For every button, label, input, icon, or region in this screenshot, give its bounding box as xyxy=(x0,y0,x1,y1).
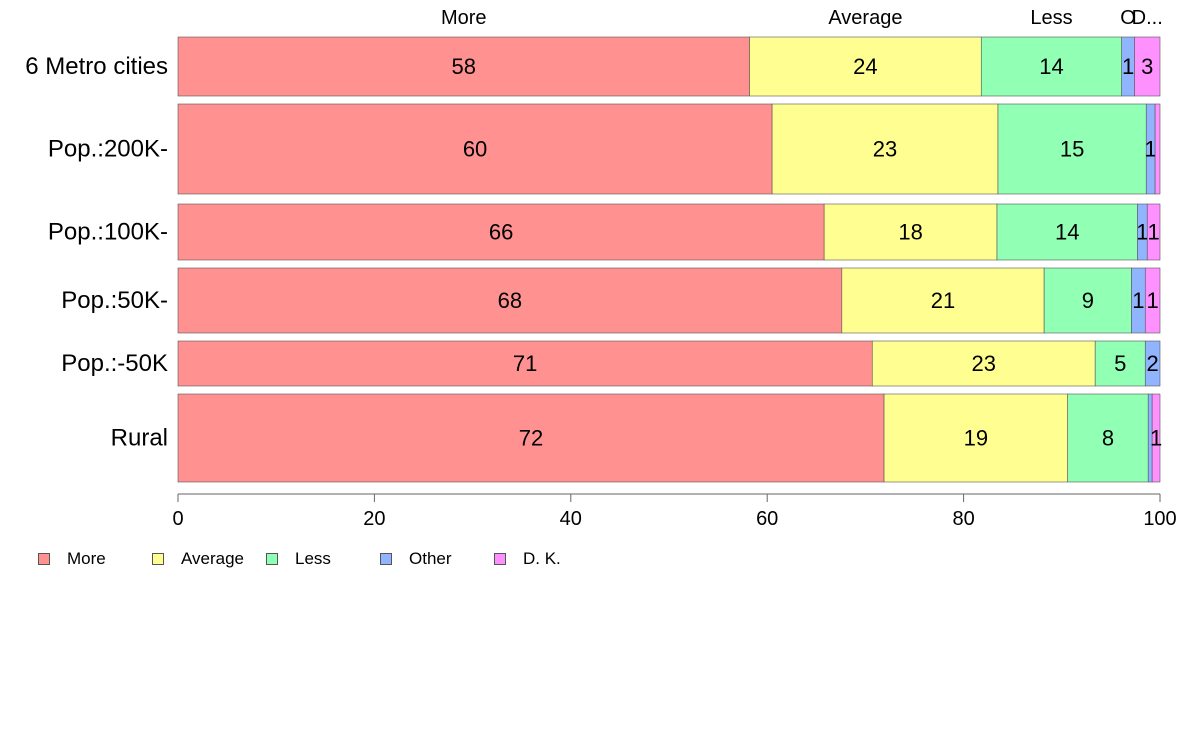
bar-segment-less xyxy=(1094,340,1146,387)
data-label: 2 xyxy=(1147,351,1159,376)
data-label: 9 xyxy=(1082,288,1094,313)
bar-segment-d-k xyxy=(1134,36,1161,97)
legend-swatch-less xyxy=(266,553,278,565)
bar-segment-more xyxy=(177,393,885,483)
legend: More Average Less Other D. K. xyxy=(38,548,1138,570)
bar-segment-d-k xyxy=(1151,393,1161,483)
bar-segment-more xyxy=(177,267,843,334)
data-label: 68 xyxy=(498,288,522,313)
category-label: Pop.:50K- xyxy=(61,287,168,314)
legend-item-less: Less xyxy=(266,548,331,570)
data-label: 66 xyxy=(489,220,513,245)
bar-segment-more xyxy=(177,340,873,387)
bar-segment-d-k xyxy=(1154,103,1161,195)
data-label: 1 xyxy=(1145,137,1157,162)
data-label: 1 xyxy=(1150,426,1162,451)
data-label: 15 xyxy=(1060,137,1084,162)
category-label: Rural xyxy=(111,425,168,452)
data-label: 8 xyxy=(1102,426,1114,451)
bar-segment-average xyxy=(823,203,998,261)
category-label: Pop.:100K- xyxy=(48,219,168,246)
legend-item-other: Other xyxy=(380,548,452,570)
legend-label-other: Other xyxy=(409,549,452,568)
legend-label-more: More xyxy=(67,549,106,568)
data-label: 21 xyxy=(931,288,955,313)
x-tick-label: 60 xyxy=(756,508,778,530)
bar-segment-less xyxy=(996,203,1138,261)
bar-segment-average xyxy=(841,267,1045,334)
data-label: 1 xyxy=(1147,288,1159,313)
data-label: 71 xyxy=(513,351,537,376)
data-label: 23 xyxy=(873,137,897,162)
data-label: 1 xyxy=(1132,288,1144,313)
category-label: 6 Metro cities xyxy=(25,53,168,80)
data-label: 18 xyxy=(898,220,922,245)
data-label: 1 xyxy=(1122,54,1134,79)
legend-swatch-other xyxy=(380,553,392,565)
data-label: 1 xyxy=(1147,220,1159,245)
bar-segment-average xyxy=(871,340,1096,387)
legend-swatch-average xyxy=(152,553,164,565)
data-label: 58 xyxy=(452,54,476,79)
x-tick-label: 100 xyxy=(1143,508,1176,530)
bar-segment-average xyxy=(883,393,1068,483)
bar-segment-d-k xyxy=(1144,267,1161,334)
data-label: 14 xyxy=(1039,54,1063,79)
data-label: 5 xyxy=(1114,351,1126,376)
legend-swatch-dk xyxy=(494,553,506,565)
bar-segment-more xyxy=(177,36,750,97)
legend-label-dk: D. K. xyxy=(523,549,561,568)
data-label: 23 xyxy=(971,351,995,376)
x-tick-label: 40 xyxy=(560,508,582,530)
bar-segment-average xyxy=(749,36,982,97)
top-series-label: O xyxy=(1120,7,1136,29)
bar-segment-d-k xyxy=(1146,203,1161,261)
bar-segment-other xyxy=(1144,340,1161,387)
bar-segment-average xyxy=(771,103,999,195)
x-tick-label: 0 xyxy=(172,508,183,530)
legend-label-less: Less xyxy=(295,549,331,568)
bar-segment-more xyxy=(177,203,825,261)
category-label: Pop.:200K- xyxy=(48,136,168,163)
data-label: 60 xyxy=(463,137,487,162)
top-series-label: Less xyxy=(1030,7,1072,29)
bar-segment-less xyxy=(997,103,1147,195)
top-series-label: Average xyxy=(828,7,902,29)
bar-segment-more xyxy=(177,103,773,195)
data-label: 24 xyxy=(853,54,877,79)
data-label: 3 xyxy=(1141,54,1153,79)
x-tick-label: 20 xyxy=(363,508,385,530)
legend-label-average: Average xyxy=(181,549,245,568)
legend-item-dk: D. K. xyxy=(494,548,561,570)
legend-swatch-more xyxy=(38,553,50,565)
bar-segment-less xyxy=(980,36,1123,97)
top-series-label: More xyxy=(441,7,487,29)
top-series-label: D... xyxy=(1132,7,1163,29)
legend-item-more: More xyxy=(38,548,106,570)
data-label: 72 xyxy=(519,426,543,451)
data-label: 14 xyxy=(1055,220,1079,245)
x-tick-label: 80 xyxy=(952,508,974,530)
category-label: Pop.:-50K xyxy=(61,350,168,377)
data-label: 19 xyxy=(964,426,988,451)
legend-item-average: Average xyxy=(152,548,244,570)
data-label: 1 xyxy=(1136,220,1148,245)
